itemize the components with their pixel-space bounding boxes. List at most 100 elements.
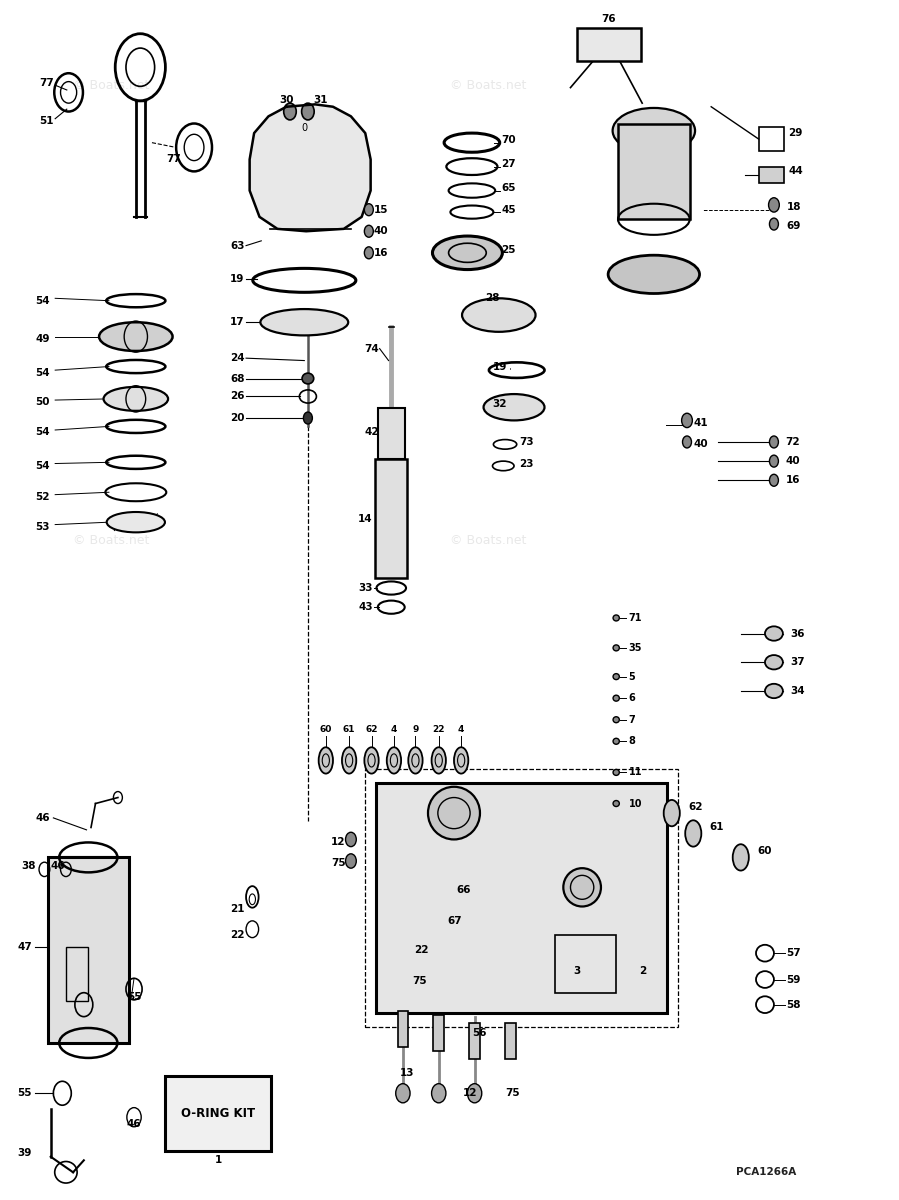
Ellipse shape [432, 748, 446, 774]
Text: 46: 46 [50, 860, 66, 871]
Text: 55: 55 [17, 1088, 32, 1098]
Ellipse shape [612, 108, 695, 154]
Text: 58: 58 [787, 1000, 801, 1009]
Bar [577, 28, 641, 61]
Text: 74: 74 [364, 343, 379, 354]
Text: 45: 45 [502, 205, 516, 215]
Text: 37: 37 [790, 658, 805, 667]
Text: 77: 77 [166, 155, 181, 164]
Text: 24: 24 [230, 353, 245, 364]
Text: 75: 75 [331, 858, 346, 869]
Text: PCA1266A: PCA1266A [736, 1168, 797, 1177]
Text: 68: 68 [230, 373, 245, 384]
Circle shape [284, 103, 297, 120]
Ellipse shape [613, 695, 619, 701]
Ellipse shape [107, 512, 165, 533]
Ellipse shape [765, 684, 783, 698]
Ellipse shape [613, 644, 619, 650]
Text: 55: 55 [127, 992, 141, 1002]
Ellipse shape [613, 614, 619, 620]
Text: 60: 60 [757, 846, 771, 857]
Text: 54: 54 [35, 461, 50, 470]
Text: 19: 19 [493, 361, 507, 372]
Text: 53: 53 [35, 522, 50, 532]
Text: 4: 4 [458, 725, 465, 733]
Text: 21: 21 [230, 904, 245, 914]
Text: 40: 40 [373, 227, 388, 236]
Ellipse shape [432, 236, 503, 270]
Text: 10: 10 [628, 798, 642, 809]
Text: 54: 54 [35, 367, 50, 378]
Ellipse shape [663, 800, 680, 827]
Text: 33: 33 [358, 583, 372, 593]
Text: © Boats.net: © Boats.net [73, 79, 149, 91]
Circle shape [302, 103, 314, 120]
Circle shape [682, 436, 691, 448]
Bar [365, 769, 678, 1027]
Ellipse shape [99, 323, 173, 350]
Text: 11: 11 [628, 768, 642, 778]
Bar [375, 458, 407, 578]
Circle shape [770, 455, 779, 467]
Ellipse shape [613, 769, 619, 775]
Text: 54: 54 [35, 427, 50, 437]
Circle shape [770, 474, 779, 486]
Circle shape [364, 247, 373, 259]
Ellipse shape [318, 748, 333, 774]
Text: 13: 13 [400, 1068, 414, 1078]
Bar [505, 1022, 516, 1058]
Ellipse shape [564, 868, 601, 906]
Ellipse shape [408, 748, 423, 774]
Polygon shape [250, 104, 370, 232]
Circle shape [769, 198, 779, 212]
Text: © Boats.net: © Boats.net [450, 534, 526, 547]
Text: 50: 50 [35, 397, 50, 408]
Text: 6: 6 [628, 694, 636, 703]
Text: 46: 46 [35, 812, 50, 823]
Ellipse shape [454, 748, 468, 774]
Text: 72: 72 [786, 437, 800, 446]
Text: 19: 19 [230, 274, 245, 284]
Text: 61: 61 [709, 822, 724, 833]
Text: 12: 12 [331, 836, 346, 847]
Ellipse shape [364, 748, 378, 774]
Ellipse shape [685, 821, 701, 847]
Ellipse shape [342, 748, 356, 774]
Text: 46: 46 [127, 1120, 141, 1129]
Text: 41: 41 [693, 418, 708, 428]
Text: 70: 70 [502, 136, 516, 145]
Circle shape [345, 833, 356, 847]
Bar [556, 935, 616, 992]
Ellipse shape [613, 716, 619, 722]
Text: 75: 75 [412, 976, 426, 985]
Text: 17: 17 [230, 317, 245, 328]
Text: 15: 15 [373, 205, 387, 215]
Text: 32: 32 [493, 398, 507, 409]
Text: 2: 2 [639, 966, 646, 976]
Bar [397, 1010, 408, 1046]
Text: 61: 61 [343, 725, 355, 733]
Circle shape [467, 1084, 482, 1103]
Bar [66, 947, 88, 1001]
Text: 52: 52 [35, 492, 50, 502]
Ellipse shape [613, 673, 619, 679]
Circle shape [681, 413, 692, 427]
Circle shape [432, 1084, 446, 1103]
Text: 16: 16 [786, 475, 800, 485]
Bar [759, 127, 784, 151]
Text: 49: 49 [35, 334, 50, 344]
Text: 60: 60 [320, 725, 332, 733]
Text: 73: 73 [520, 437, 534, 446]
Text: © Boats.net: © Boats.net [450, 79, 526, 91]
Text: 71: 71 [628, 613, 642, 623]
Text: 76: 76 [601, 14, 617, 24]
Ellipse shape [484, 394, 545, 420]
Text: 75: 75 [505, 1088, 520, 1098]
Text: 66: 66 [457, 884, 471, 895]
Text: 54: 54 [35, 295, 50, 306]
Text: 59: 59 [787, 974, 801, 984]
Text: 8: 8 [628, 737, 636, 746]
Text: 7: 7 [628, 715, 636, 725]
Text: 12: 12 [463, 1088, 477, 1098]
Circle shape [770, 218, 779, 230]
